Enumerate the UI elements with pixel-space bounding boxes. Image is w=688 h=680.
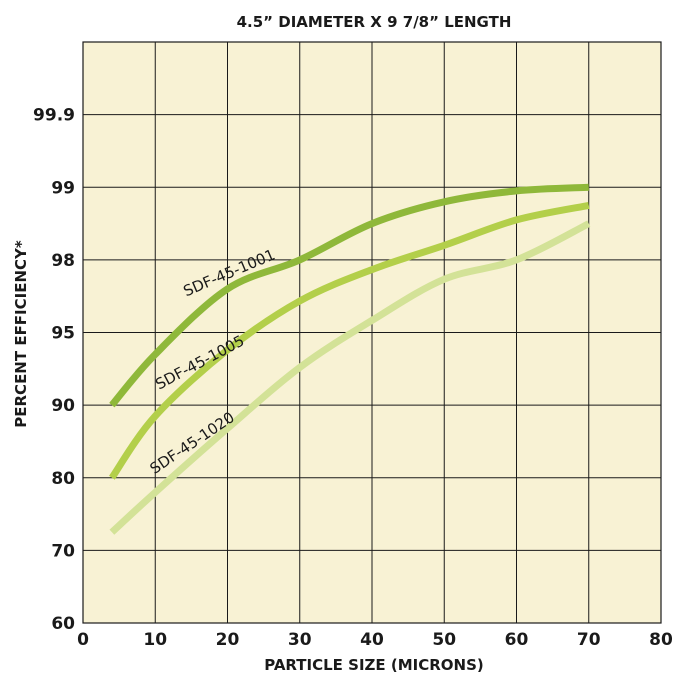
- y-tick-label: 70: [51, 541, 75, 561]
- x-tick-label: 10: [143, 630, 167, 650]
- x-axis-label: PARTICLE SIZE (MICRONS): [264, 656, 484, 674]
- x-tick-label: 50: [432, 630, 456, 650]
- series-line-sdf-45-1005: [109, 201, 590, 480]
- y-tick-label: 95: [51, 324, 75, 344]
- x-tick-label: 30: [288, 630, 312, 650]
- x-tick-label: 0: [77, 630, 89, 650]
- y-axis-label: PERCENT EFFICIENCY*: [12, 240, 30, 428]
- y-tick-label: 99.9: [33, 106, 75, 126]
- x-tick-label: 70: [577, 630, 601, 650]
- x-tick-label: 80: [649, 630, 673, 650]
- x-tick-label: 20: [216, 630, 240, 650]
- y-tick-label: 90: [51, 396, 75, 416]
- x-tick-label: 60: [505, 630, 529, 650]
- x-tick-label: 40: [360, 630, 384, 650]
- y-tick-label: 60: [51, 614, 75, 634]
- y-tick-label: 99: [51, 178, 75, 198]
- y-tick-label: 98: [51, 251, 75, 271]
- chart-title: 4.5” DIAMETER X 9 7/8” LENGTH: [237, 13, 512, 31]
- y-tick-label: 80: [51, 469, 75, 489]
- series-line-sdf-45-1020: [109, 220, 591, 535]
- series-line-sdf-45-1001: [109, 183, 589, 408]
